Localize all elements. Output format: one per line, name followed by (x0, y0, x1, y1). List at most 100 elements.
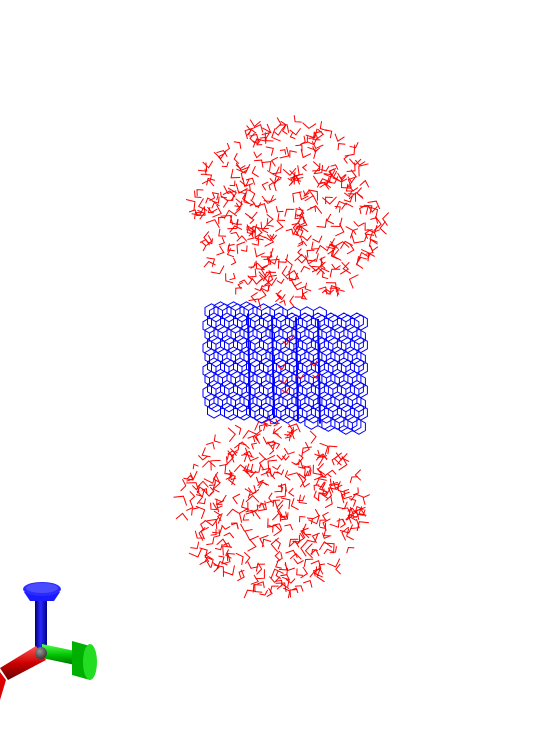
water-molecule (195, 505, 206, 519)
water-molecule (235, 198, 244, 211)
water-molecule (346, 546, 355, 554)
water-molecule (326, 243, 337, 251)
water-molecule (191, 507, 199, 516)
water-molecule (240, 245, 248, 252)
water-molecule (267, 459, 278, 471)
water-molecule (340, 177, 352, 189)
water-molecule (185, 199, 196, 211)
water-molecule (212, 204, 222, 218)
water-molecule (286, 426, 294, 434)
water-molecule (213, 150, 227, 160)
water-molecule (284, 524, 294, 531)
water-molecule (192, 484, 201, 491)
water-molecule (336, 288, 345, 297)
water-molecule (186, 500, 194, 512)
water-molecule (273, 524, 282, 537)
water-molecule (293, 558, 304, 565)
water-molecule (206, 235, 213, 246)
water-molecule (194, 211, 203, 220)
water-molecule (233, 464, 249, 473)
water-molecule (243, 453, 254, 462)
water-molecule (247, 561, 259, 569)
water-molecule (247, 225, 255, 237)
water-molecule (281, 265, 289, 280)
water-molecule (252, 139, 262, 145)
water-molecule (270, 537, 280, 553)
water-molecule (210, 529, 217, 536)
water-molecule (302, 122, 317, 130)
water-molecule (349, 158, 362, 166)
water-molecule (269, 258, 280, 269)
water-molecule (300, 265, 311, 273)
water-molecule (230, 451, 238, 463)
water-molecule (306, 249, 315, 258)
water-molecule (334, 241, 350, 248)
water-molecule (236, 241, 246, 254)
water-molecule (291, 587, 299, 594)
water-molecule (210, 265, 225, 275)
water-molecule (223, 532, 235, 539)
water-molecule (270, 156, 279, 167)
water-molecule (244, 211, 258, 219)
water-molecule (240, 523, 253, 532)
water-molecule (212, 562, 220, 573)
water-molecule (271, 163, 282, 175)
water-molecule (272, 428, 279, 435)
water-molecule (289, 170, 298, 185)
water-molecule (266, 499, 279, 510)
water-molecule (308, 189, 318, 201)
water-molecule (225, 273, 234, 284)
water-molecule (247, 232, 255, 240)
water-molecule (328, 481, 339, 493)
water-molecule (367, 200, 381, 210)
water-molecule (233, 141, 242, 149)
water-molecule (339, 490, 353, 500)
water-molecule (291, 428, 298, 440)
water-molecule (206, 257, 216, 267)
water-molecule (293, 115, 302, 123)
water-molecule (329, 238, 339, 249)
water-molecule (296, 257, 307, 264)
water-molecule (216, 498, 223, 506)
water-molecule (312, 568, 320, 577)
water-molecule (275, 570, 282, 580)
water-molecule (192, 463, 199, 470)
water-molecule (275, 560, 282, 569)
water-molecule (314, 130, 322, 140)
water-molecule (329, 478, 339, 487)
water-molecule (359, 179, 370, 188)
water-molecule (223, 185, 237, 194)
water-molecule (323, 173, 332, 183)
water-molecule (230, 522, 239, 529)
water-molecule (199, 547, 208, 559)
water-molecule (264, 132, 274, 142)
water-molecule (201, 179, 215, 187)
water-molecule (294, 585, 304, 592)
water-molecule (321, 271, 329, 280)
water-molecule (301, 164, 308, 172)
water-molecule (199, 498, 206, 505)
water-molecule (324, 495, 333, 509)
water-molecule (279, 149, 287, 155)
water-molecule (295, 225, 309, 236)
water-molecule (317, 463, 326, 476)
water-molecule (338, 455, 348, 471)
water-molecule (259, 136, 267, 144)
water-molecule (350, 169, 357, 184)
water-molecule (214, 543, 223, 551)
water-molecule (341, 526, 350, 541)
water-molecule (289, 295, 295, 308)
water-molecule (352, 510, 359, 519)
water-molecule (311, 140, 324, 150)
water-molecule (347, 512, 357, 524)
water-molecule (345, 514, 357, 521)
water-molecule (261, 225, 269, 234)
water-molecule (300, 148, 312, 159)
water-molecule (293, 173, 304, 185)
water-molecule (282, 587, 291, 599)
water-molecule (254, 284, 263, 292)
water-molecule (266, 166, 280, 177)
water-molecule (270, 568, 284, 579)
